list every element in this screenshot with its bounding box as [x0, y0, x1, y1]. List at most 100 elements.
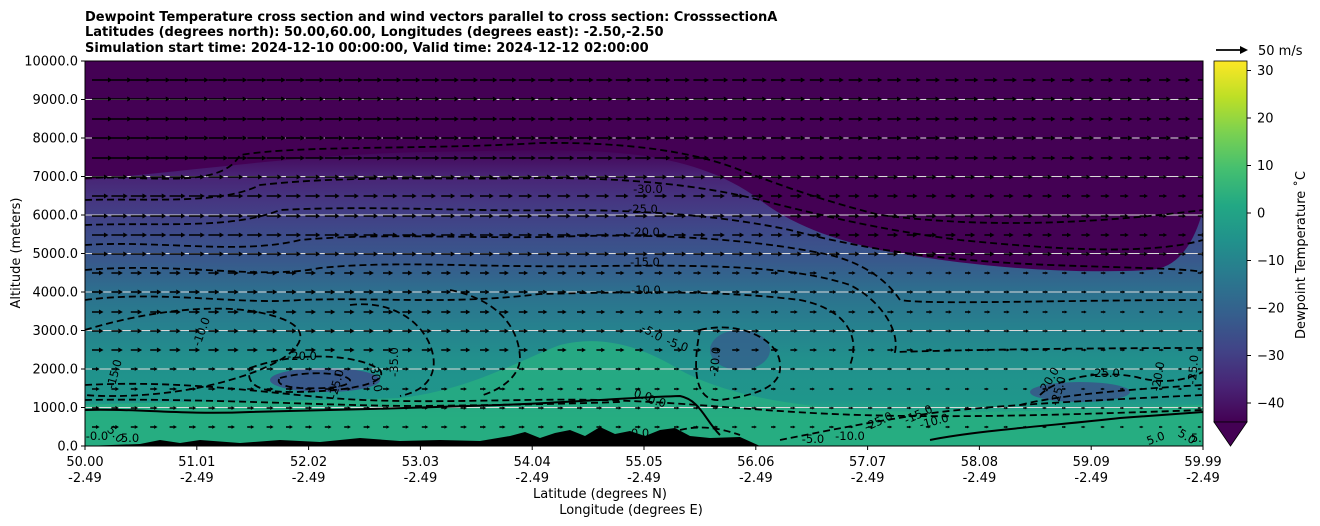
wind-vector-head: [277, 251, 282, 257]
wind-vector-head: [734, 367, 738, 371]
wind-vector-head: [1127, 155, 1133, 161]
wind-vector-head: [180, 193, 186, 199]
wind-vector-head: [118, 289, 123, 295]
wind-vector-head: [1160, 387, 1163, 391]
wind-vector-head: [1180, 290, 1184, 294]
wind-vector-head: [377, 96, 382, 102]
wind-vector-head: [485, 328, 490, 334]
wind-vector-head: [774, 271, 779, 275]
wind-vector-head: [338, 135, 344, 141]
wind-vector-head: [231, 425, 235, 429]
wind-vector-head: [250, 425, 255, 429]
wind-vector-head: [485, 289, 490, 295]
wind-vector-head: [214, 328, 220, 334]
wind-vector-head: [835, 213, 841, 219]
wind-vector-head: [463, 406, 467, 410]
wind-vector-head: [685, 116, 690, 122]
wind-vector-head: [200, 193, 205, 199]
wind-vector-head: [415, 155, 421, 161]
wind-vector-head: [161, 251, 167, 257]
contour-label: -0.0: [86, 429, 108, 443]
wind-vector-head: [935, 116, 940, 122]
wind-vector-head: [858, 77, 864, 83]
wind-vector-head: [1205, 156, 1210, 161]
wind-vector-head: [1070, 77, 1075, 83]
wind-vector-head: [696, 367, 699, 371]
wind-vector-head: [1102, 387, 1105, 391]
wind-vector-head: [835, 174, 841, 180]
wind-vector-head: [852, 348, 856, 352]
wind-vector-head: [758, 174, 764, 180]
wind-vector-head: [932, 174, 937, 180]
x-axis-label-lon: Longitude (degrees E): [559, 503, 703, 518]
wind-vector-head: [754, 367, 757, 371]
wind-vector-head: [973, 135, 979, 141]
contour-line: [85, 307, 302, 397]
y-tick-label: 3000.0: [33, 324, 79, 339]
wind-vector-head: [852, 329, 856, 333]
wind-vector-head: [858, 116, 864, 122]
wind-vector-head: [127, 155, 132, 161]
wind-vector-head: [778, 232, 783, 238]
wind-vector-head: [118, 309, 123, 315]
wind-vector-head: [701, 193, 706, 199]
wind-vector-head: [1050, 135, 1056, 141]
wind-vector-head: [1166, 135, 1171, 141]
wind-vector-head: [954, 77, 960, 83]
wind-vector-head: [742, 135, 748, 141]
wind-vector-head: [560, 425, 564, 429]
wind-vector-head: [816, 232, 822, 238]
wind-vector-head: [415, 96, 421, 102]
contour-label: 5.0: [121, 431, 139, 445]
wind-vector-head: [758, 251, 764, 257]
wind-vector-head: [444, 406, 448, 410]
wind-vector-head: [412, 213, 417, 219]
wind-vector-head: [319, 116, 325, 122]
wind-vector-head: [893, 193, 899, 199]
wind-vector-head: [589, 135, 594, 141]
wind-vector-head: [1105, 232, 1110, 238]
wind-vector-head: [599, 387, 603, 391]
wind-vector-head: [581, 270, 586, 276]
x-tick-label-lat: 55.05: [625, 455, 662, 470]
wind-vector-head: [723, 155, 729, 161]
wind-vector-head: [1122, 271, 1126, 275]
contour-label: -15.0: [630, 255, 660, 269]
wind-vector-head: [1105, 193, 1110, 199]
wind-vector-head: [967, 367, 970, 371]
wind-vector-head: [258, 193, 263, 199]
wind-vector-head: [483, 406, 487, 410]
wind-vector-head: [967, 425, 970, 429]
wind-vector-head: [543, 328, 548, 334]
contour-line: [277, 372, 351, 390]
wind-vector-head: [1006, 290, 1010, 294]
wind-vector-head: [839, 116, 844, 122]
wind-vector-head: [839, 155, 844, 161]
wind-vector-head: [142, 174, 148, 180]
wind-vector-head: [579, 425, 583, 429]
wind-vector-head: [485, 309, 490, 315]
wind-vector-head: [319, 96, 325, 102]
wind-vector-head: [624, 213, 629, 219]
wind-vector-head: [639, 289, 644, 295]
wind-vector-head: [446, 347, 452, 353]
wind-vector-head: [1044, 406, 1047, 410]
wind-vector-head: [947, 406, 951, 410]
wind-vector-head: [987, 271, 991, 275]
wind-vector-head: [800, 77, 806, 83]
wind-vector-head: [800, 135, 806, 141]
wind-vector-head: [134, 387, 139, 391]
wind-vector-head: [450, 213, 456, 219]
wind-vector-head: [754, 387, 757, 391]
wind-vector-head: [1070, 96, 1075, 102]
wind-vector-head: [238, 174, 244, 180]
wind-vector-head: [1012, 116, 1017, 122]
wind-vector-head: [734, 387, 738, 391]
wind-vector-head: [165, 116, 171, 122]
contour-line: [85, 234, 1203, 304]
wind-vector-head: [358, 96, 363, 102]
wind-vector-head: [1182, 213, 1187, 219]
wind-vector-head: [435, 155, 440, 161]
wind-vector-head: [608, 116, 613, 122]
wind-vector-head: [566, 232, 571, 238]
